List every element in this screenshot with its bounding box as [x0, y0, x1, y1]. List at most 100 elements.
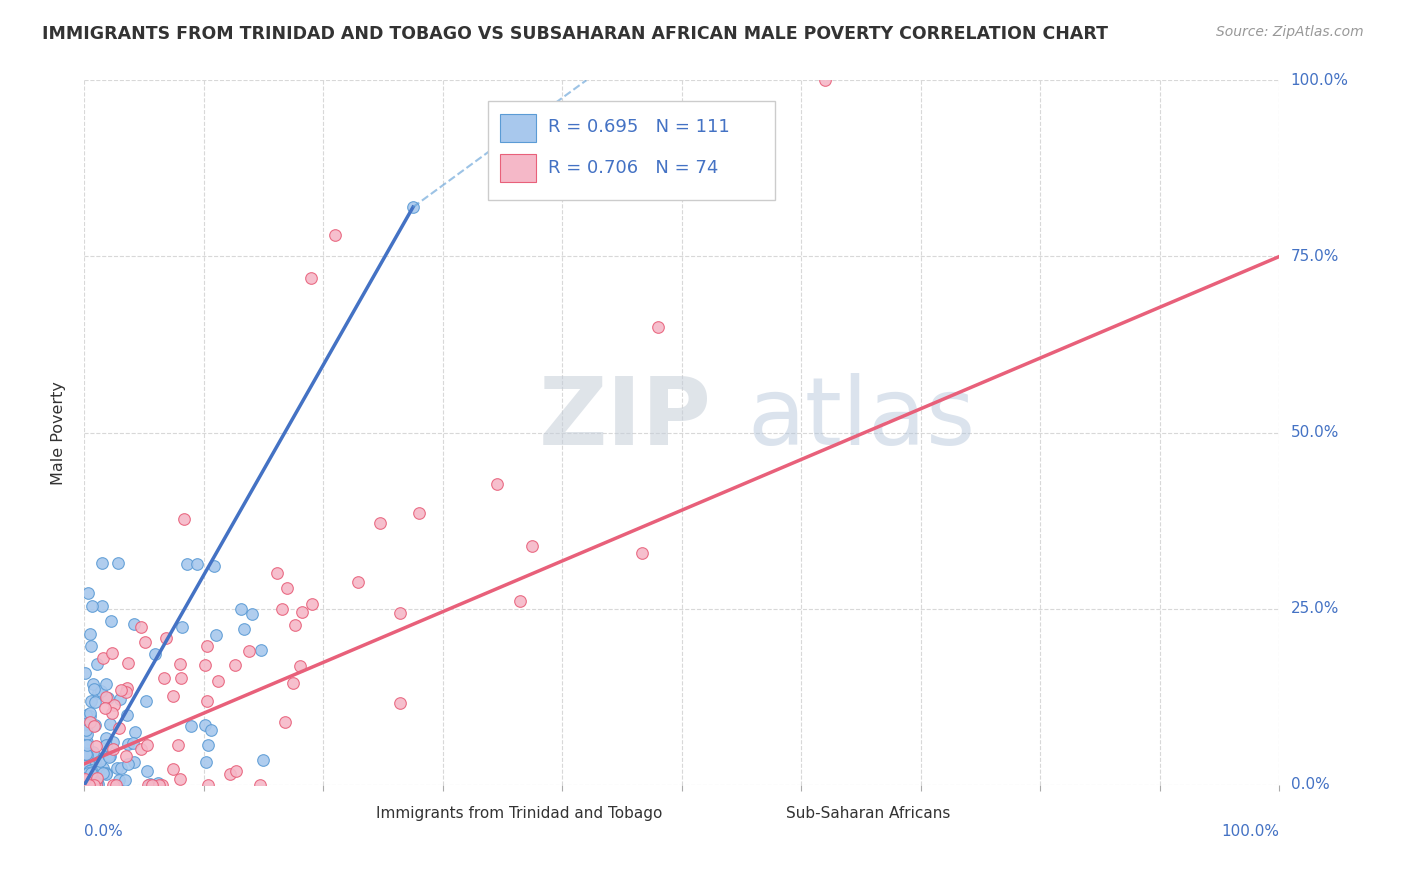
Point	[252, 753, 274, 767]
Point	[266, 566, 288, 580]
Point	[138, 777, 160, 791]
Point	[121, 735, 143, 749]
Point	[84, 778, 107, 792]
Text: Immigrants from Trinidad and Tobago: Immigrants from Trinidad and Tobago	[375, 806, 662, 822]
Point	[103, 698, 125, 712]
Point	[75, 772, 97, 787]
Point	[77, 765, 100, 780]
Point	[301, 597, 323, 611]
Point	[76, 743, 98, 757]
Point	[141, 778, 163, 792]
Text: R = 0.706   N = 74: R = 0.706 N = 74	[548, 159, 718, 177]
Point	[96, 690, 118, 705]
Point	[73, 759, 96, 773]
Point	[485, 477, 508, 491]
Point	[101, 778, 124, 792]
Point	[73, 762, 96, 776]
Point	[276, 581, 298, 595]
Point	[134, 635, 156, 649]
Point	[83, 778, 105, 792]
Point	[114, 748, 136, 763]
Point	[94, 701, 117, 715]
Point	[270, 602, 292, 616]
Text: 0.0%: 0.0%	[84, 824, 124, 838]
Point	[631, 546, 654, 560]
Point	[117, 657, 139, 671]
Point	[148, 775, 170, 789]
Point	[200, 723, 222, 737]
Point	[205, 628, 228, 642]
Point	[197, 778, 219, 792]
Point	[80, 763, 103, 777]
Point	[79, 747, 101, 761]
Point	[195, 694, 218, 708]
Point	[77, 778, 100, 792]
Point	[84, 778, 107, 792]
Text: 25.0%: 25.0%	[1291, 601, 1339, 616]
Point	[288, 658, 311, 673]
Point	[80, 694, 103, 708]
Point	[207, 673, 229, 688]
Point	[347, 574, 370, 589]
Text: 100.0%: 100.0%	[1291, 73, 1348, 87]
Point	[522, 539, 544, 553]
Point	[86, 767, 108, 781]
Point	[143, 648, 166, 662]
Point	[91, 650, 114, 665]
Point	[238, 643, 260, 657]
Point	[129, 742, 152, 756]
Point	[117, 757, 139, 772]
Point	[84, 776, 107, 790]
Point	[89, 755, 111, 769]
Point	[75, 717, 97, 731]
Point	[79, 706, 101, 720]
Point	[73, 772, 96, 786]
Text: atlas: atlas	[748, 373, 976, 465]
Point	[284, 617, 307, 632]
Point	[176, 557, 198, 571]
Point	[114, 684, 136, 698]
Point	[110, 761, 132, 775]
Point	[97, 748, 120, 763]
Point	[194, 755, 217, 769]
Text: Sub-Saharan Africans: Sub-Saharan Africans	[786, 806, 950, 822]
Point	[80, 766, 103, 780]
Point	[325, 228, 347, 243]
Point	[100, 615, 122, 629]
Point	[162, 689, 184, 703]
Point	[509, 593, 531, 607]
Point	[389, 607, 412, 621]
Point	[76, 761, 98, 775]
Point	[82, 777, 104, 791]
FancyBboxPatch shape	[342, 804, 367, 823]
Point	[233, 622, 256, 636]
Point	[76, 726, 98, 740]
Point	[94, 739, 117, 753]
Point	[281, 675, 304, 690]
Point	[368, 516, 391, 530]
Point	[76, 585, 98, 599]
Point	[110, 683, 132, 698]
FancyBboxPatch shape	[501, 154, 536, 183]
Point	[75, 775, 97, 789]
Point	[96, 765, 118, 780]
Point	[814, 73, 837, 87]
Point	[79, 778, 101, 792]
Point	[82, 677, 104, 691]
Point	[90, 556, 112, 570]
Point	[402, 200, 425, 214]
Point	[73, 772, 96, 787]
Point	[79, 762, 101, 776]
Point	[173, 512, 195, 526]
Point	[229, 602, 252, 616]
Point	[97, 691, 120, 706]
Point	[219, 767, 242, 781]
Point	[83, 695, 105, 709]
Point	[224, 658, 246, 673]
Point	[79, 627, 101, 641]
Point	[240, 607, 263, 622]
Point	[155, 632, 177, 646]
FancyBboxPatch shape	[501, 114, 536, 143]
Point	[290, 606, 312, 620]
Point	[79, 709, 101, 723]
